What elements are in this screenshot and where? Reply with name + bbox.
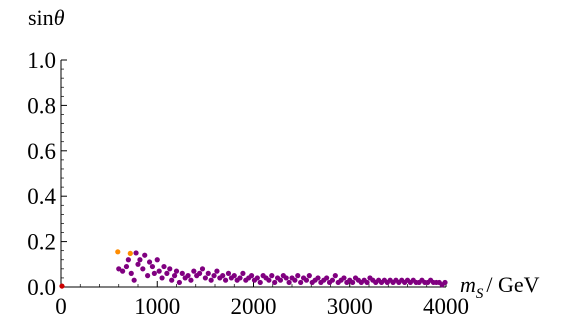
data-point-purple bbox=[341, 275, 347, 281]
data-point-purple bbox=[128, 270, 134, 276]
data-point-purple bbox=[159, 275, 165, 281]
data-point-purple bbox=[283, 275, 289, 281]
data-point-purple bbox=[156, 268, 162, 274]
data-point-purple bbox=[237, 275, 243, 281]
data-point-purple bbox=[292, 277, 298, 283]
x-axis-title-unit: / GeV bbox=[486, 272, 539, 297]
data-point-purple bbox=[199, 266, 206, 272]
data-point-purple bbox=[176, 279, 182, 286]
y-tick-label: 0.4 bbox=[27, 184, 56, 209]
data-point-purple bbox=[179, 270, 185, 276]
data-point-purple bbox=[164, 270, 170, 276]
x-tick-label: 1000 bbox=[134, 294, 180, 319]
y-tick-label: 0.6 bbox=[27, 139, 56, 164]
data-point-purple bbox=[149, 263, 156, 270]
x-tick-label: 3000 bbox=[327, 294, 373, 319]
y-axis-title-var: θ bbox=[54, 5, 65, 30]
data-point-purple bbox=[240, 270, 246, 276]
data-point-purple bbox=[205, 270, 211, 276]
data-point-purple bbox=[131, 277, 137, 283]
y-tick-label: 0.2 bbox=[27, 230, 56, 255]
data-point-purple bbox=[286, 279, 292, 286]
data-point-purple bbox=[295, 273, 301, 279]
data-point-purple bbox=[208, 277, 214, 283]
data-point-purple bbox=[154, 257, 160, 263]
data-point-purple bbox=[257, 279, 263, 286]
y-tick-label: 0.0 bbox=[27, 275, 56, 300]
x-axis-title-sub: S bbox=[476, 286, 484, 302]
data-point-purple bbox=[185, 273, 191, 279]
data-point-purple bbox=[191, 268, 197, 274]
data-point-purple bbox=[329, 277, 336, 283]
data-point-purple bbox=[188, 277, 194, 283]
data-points bbox=[59, 249, 448, 289]
y-ticks: 0.0 0.2 0.4 0.6 0.8 1.0 bbox=[27, 48, 67, 300]
x-tick-label: 4000 bbox=[423, 294, 469, 319]
data-point-purple bbox=[167, 266, 173, 272]
data-point-purple bbox=[211, 273, 217, 279]
y-tick-label: 1.0 bbox=[27, 48, 56, 73]
data-point-purple bbox=[298, 279, 304, 286]
data-point-purple bbox=[125, 257, 131, 263]
x-tick-label: 2000 bbox=[231, 294, 277, 319]
data-point-orange bbox=[127, 250, 133, 257]
data-point-purple bbox=[123, 263, 130, 270]
data-point-red bbox=[59, 283, 65, 289]
data-point-purple bbox=[142, 252, 148, 258]
data-point-purple bbox=[135, 261, 141, 267]
data-point-purple bbox=[197, 270, 203, 276]
data-point-purple bbox=[254, 275, 260, 281]
data-point-purple bbox=[442, 279, 448, 286]
data-point-purple bbox=[225, 270, 232, 276]
data-point-purple bbox=[222, 277, 229, 283]
data-point-purple bbox=[332, 273, 338, 279]
data-point-purple bbox=[220, 273, 226, 279]
data-point-purple bbox=[161, 263, 167, 270]
data-point-purple bbox=[248, 273, 255, 279]
data-point-purple bbox=[269, 273, 275, 279]
data-point-purple bbox=[146, 259, 153, 265]
x-tick-label: 0 bbox=[55, 294, 67, 319]
data-point-purple bbox=[364, 279, 370, 286]
data-point-purple bbox=[171, 273, 178, 279]
data-point-purple bbox=[303, 277, 310, 283]
x-ticks: 0 1000 2000 3000 4000 bbox=[55, 281, 469, 319]
data-point-purple bbox=[214, 268, 220, 274]
data-point-purple bbox=[169, 277, 175, 283]
data-point-purple bbox=[120, 268, 126, 274]
data-point-purple bbox=[137, 257, 143, 263]
data-point-purple bbox=[272, 279, 278, 286]
data-point-purple bbox=[306, 273, 312, 279]
data-point-purple bbox=[140, 266, 146, 272]
data-point-purple bbox=[173, 268, 180, 274]
data-point-purple bbox=[151, 270, 157, 276]
data-point-purple bbox=[266, 277, 272, 283]
data-point-purple bbox=[324, 275, 330, 281]
data-point-purple bbox=[116, 266, 122, 272]
data-point-purple bbox=[350, 279, 356, 286]
data-point-purple bbox=[202, 275, 208, 281]
data-point-purple bbox=[145, 273, 151, 279]
data-point-purple bbox=[231, 273, 237, 279]
data-point-purple bbox=[315, 275, 321, 281]
data-point-orange bbox=[115, 249, 121, 255]
y-axis-title-fn: sin bbox=[28, 5, 54, 30]
y-axis-title: sinθ bbox=[28, 5, 65, 30]
data-point-purple bbox=[277, 277, 284, 283]
y-tick-label: 0.8 bbox=[27, 93, 56, 118]
x-axis-title: mS / GeV bbox=[460, 272, 540, 302]
data-point-purple bbox=[133, 250, 139, 256]
x-axis-title-main: m bbox=[460, 272, 476, 297]
